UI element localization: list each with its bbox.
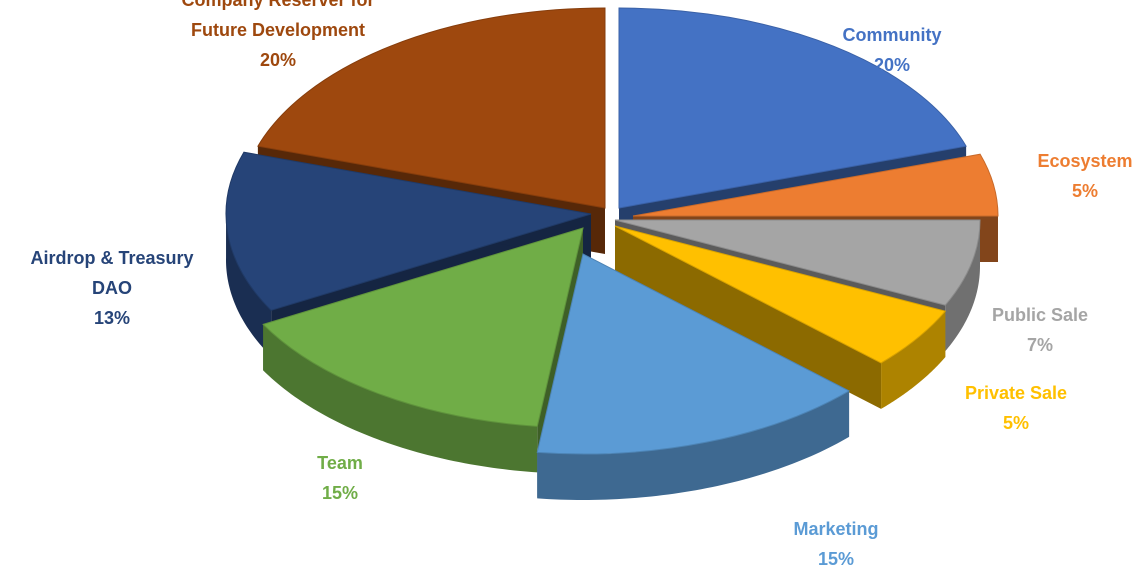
- slice-name: DAO: [92, 278, 132, 298]
- slice-name: Marketing: [793, 519, 878, 539]
- slice-top: [618, 7, 967, 209]
- slice-top: [257, 7, 606, 209]
- slice-name: Community: [843, 25, 942, 45]
- slice-name: Ecosystem: [1037, 151, 1132, 171]
- slice-top: [614, 219, 981, 306]
- data-label-marketing: Marketing 15%: [793, 519, 878, 569]
- slice-percent: 20%: [260, 50, 296, 70]
- data-label-ecosystem: Ecosystem 5%: [1037, 151, 1132, 201]
- slice-name: Private Sale: [965, 383, 1067, 403]
- slice-percent: 13%: [94, 308, 130, 328]
- slice-percent: 7%: [1027, 335, 1053, 355]
- data-label-airdrop-and-treasury-dao: Airdrop & Treasury DAO 13%: [30, 248, 193, 328]
- slice-wall-end: [615, 226, 882, 409]
- slice-name: Future Development: [191, 20, 365, 40]
- data-label-community: Community 20%: [843, 25, 942, 75]
- slice-name: Public Sale: [992, 305, 1088, 325]
- slice-top: [536, 253, 851, 455]
- slice-percent: 5%: [1003, 413, 1029, 433]
- slice-name: Airdrop & Treasury: [30, 248, 193, 268]
- slice-top: [614, 225, 947, 364]
- slice-side: [881, 311, 946, 409]
- pie-labels: Community 20% Ecosystem 5% Public Sale 7% Priv…: [30, 0, 1132, 569]
- data-label-private-sale: Private Sale 5%: [965, 383, 1067, 433]
- slice-name: Company Reserver for: [181, 0, 374, 10]
- slice-top: [262, 227, 584, 427]
- pie-slices: [225, 7, 999, 500]
- slice-percent: 20%: [874, 55, 910, 75]
- data-label-team: Team 15%: [317, 453, 363, 503]
- slice-side: [945, 220, 980, 352]
- data-label-company-reserver-for-future-development: Company Reserver for Future Development 20…: [181, 0, 374, 70]
- data-label-public-sale: Public Sale 7%: [992, 305, 1088, 355]
- slice-side: [537, 390, 850, 500]
- slice-top: [632, 153, 999, 217]
- pie-slice-marketing: [536, 253, 851, 500]
- slice-percent: 15%: [818, 549, 854, 569]
- slice-side: [263, 324, 538, 473]
- slice-percent: 15%: [322, 483, 358, 503]
- slice-name: Team: [317, 453, 363, 473]
- slice-top: [225, 151, 592, 311]
- slice-percent: 5%: [1072, 181, 1098, 201]
- pie-slice-private-sale: [614, 225, 947, 409]
